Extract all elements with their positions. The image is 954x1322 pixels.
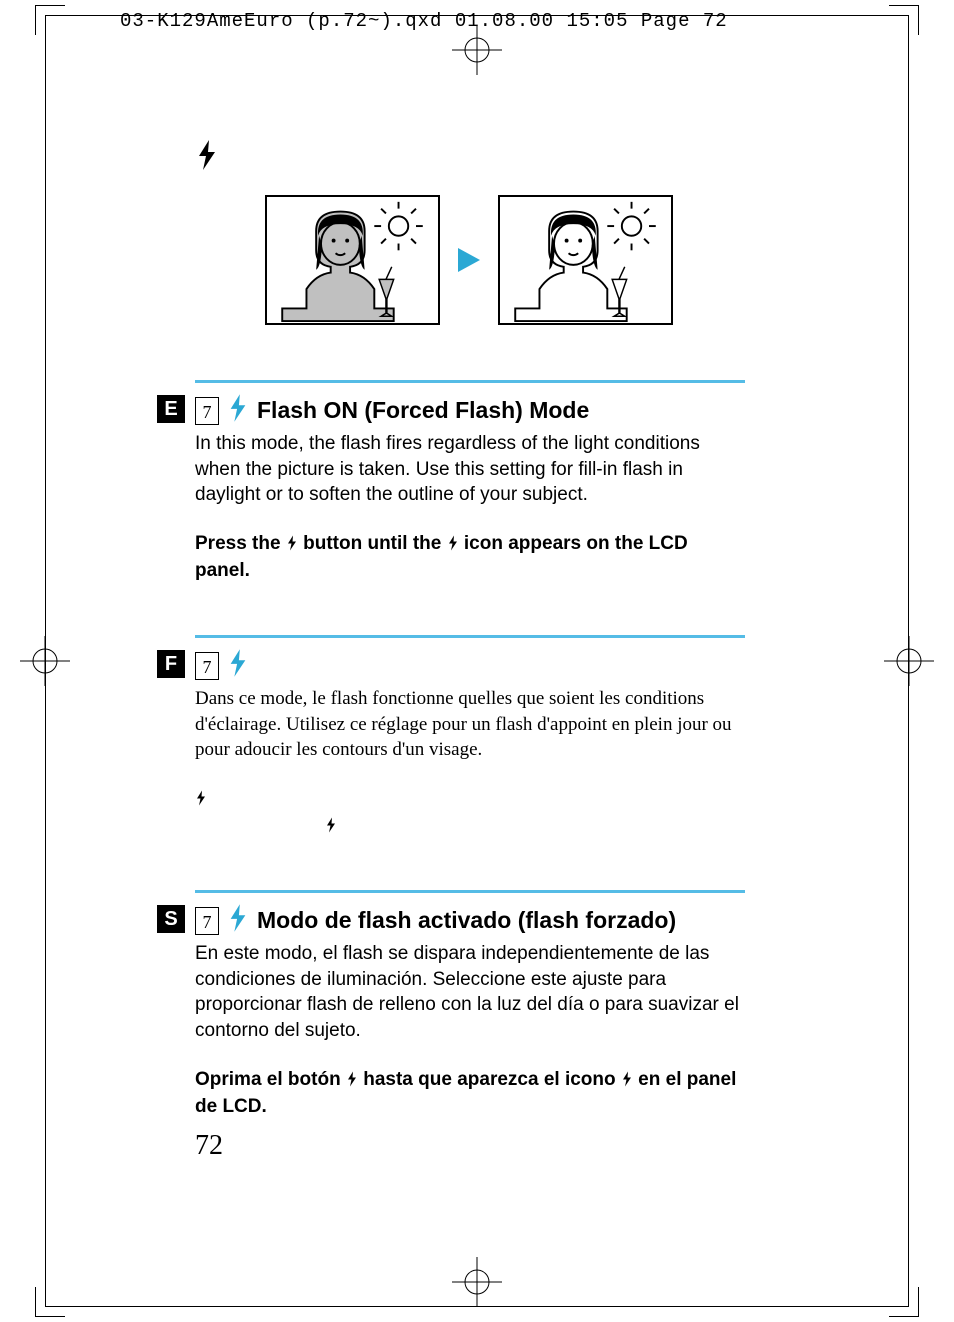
flash-bolt-icon xyxy=(621,1069,633,1087)
registration-mark-icon xyxy=(884,636,934,686)
flash-bolt-icon xyxy=(227,393,249,428)
section-title-en: Flash ON (Forced Flash) Mode xyxy=(257,397,589,424)
page-content: E 7 Flash ON (Forced Flash) Mode In this… xyxy=(195,140,745,1171)
flash-bolt-icon xyxy=(286,533,298,551)
section-french: F 7 Dans ce mode, le flash fonctionne qu… xyxy=(195,635,745,840)
language-badge-en: E xyxy=(157,395,185,423)
section-body-fr: Dans ce mode, le flash fonctionne quelle… xyxy=(195,686,745,763)
illustration-before xyxy=(265,195,440,325)
section-number: 7 xyxy=(195,397,219,425)
section-number: 7 xyxy=(195,652,219,680)
section-spanish: S 7 Modo de flash activado (flash forzad… xyxy=(195,890,745,1121)
flash-bolt-icon xyxy=(227,648,249,683)
registration-mark-icon xyxy=(20,636,70,686)
crop-mark xyxy=(889,1287,919,1317)
illustration-row xyxy=(265,195,745,325)
section-body-es: En este modo, el flash se dispara indepe… xyxy=(195,941,745,1044)
crop-mark xyxy=(889,5,919,35)
flash-bolt-icon xyxy=(447,533,459,551)
flash-bolt-icon xyxy=(195,140,745,175)
section-instruction-en: Press the button until the icon appears … xyxy=(195,530,745,585)
section-body-en: In this mode, the flash fires regardless… xyxy=(195,431,745,508)
page-number: 72 xyxy=(195,1130,223,1162)
registration-mark-icon xyxy=(452,1257,502,1307)
language-badge-es: S xyxy=(157,905,185,933)
flash-bolt-icon xyxy=(195,788,207,806)
registration-mark-icon xyxy=(452,25,502,75)
section-divider xyxy=(195,890,745,893)
section-number: 7 xyxy=(195,907,219,935)
section-instruction-fr xyxy=(195,785,745,840)
flash-bolt-icon xyxy=(325,815,337,833)
flash-bolt-icon xyxy=(346,1069,358,1087)
section-english: E 7 Flash ON (Forced Flash) Mode In this… xyxy=(195,380,745,585)
flash-bolt-icon xyxy=(227,903,249,938)
section-divider xyxy=(195,380,745,383)
arrow-right-icon xyxy=(458,248,480,272)
crop-mark xyxy=(35,1287,65,1317)
crop-mark xyxy=(35,5,65,35)
section-title-es: Modo de flash activado (flash forzado) xyxy=(257,907,676,934)
section-instruction-es: Oprima el botón hasta que aparezca el ic… xyxy=(195,1066,745,1121)
section-divider xyxy=(195,635,745,638)
language-badge-fr: F xyxy=(157,650,185,678)
illustration-after xyxy=(498,195,673,325)
